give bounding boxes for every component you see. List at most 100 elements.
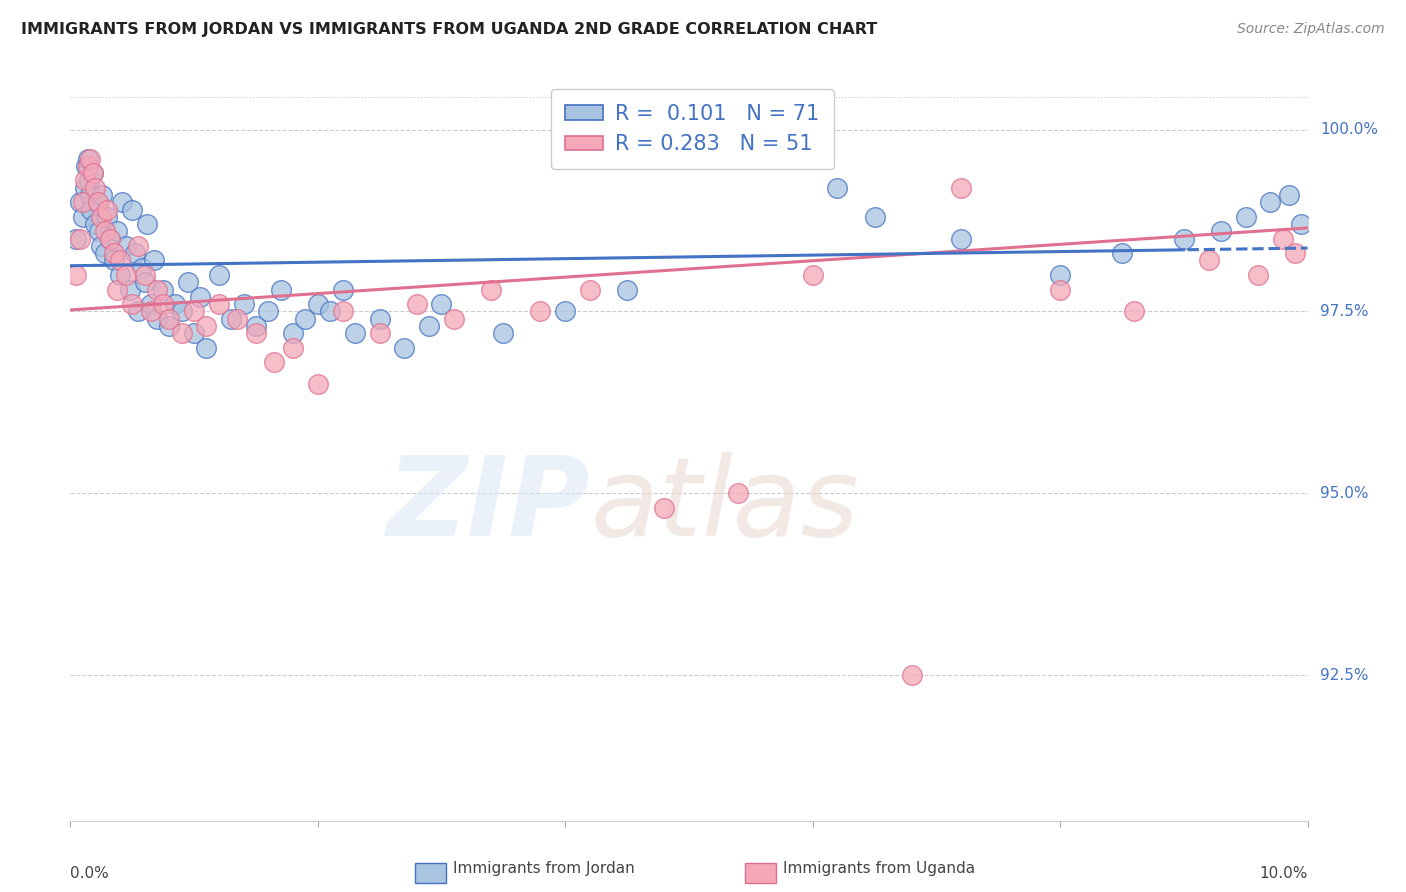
Text: ZIP: ZIP [387,452,591,559]
Point [226,311,249,326]
Point [152,297,174,311]
Point [108,253,131,268]
Point [263,355,285,369]
Point [72,210,94,224]
Text: 10.0%: 10.0% [1260,865,1308,880]
Point [430,297,453,311]
Point [80,202,103,217]
Point [124,246,146,260]
Point [72,195,94,210]
Point [1049,283,1071,297]
Point [418,318,440,333]
Point [1247,268,1270,282]
Point [98,232,121,246]
Point [343,326,366,341]
Point [257,304,280,318]
Point [65,232,87,246]
Point [86,195,108,210]
Point [319,304,342,318]
Point [529,304,551,318]
Point [1271,232,1294,246]
Point [139,297,162,311]
Point [121,297,143,311]
Point [616,283,638,297]
Point [86,195,108,210]
Point [332,304,354,318]
Point [157,318,180,333]
Point [118,283,141,297]
Point [108,268,131,282]
Point [1198,253,1220,268]
Point [87,224,110,238]
Point [111,195,134,210]
Point [368,326,391,341]
Point [105,224,128,238]
Point [121,202,143,217]
Point [103,253,125,268]
Point [368,311,391,326]
Point [1278,188,1301,202]
Point [75,173,97,187]
Text: atlas: atlas [591,452,859,559]
Point [69,232,91,246]
Point [76,152,98,166]
Point [77,173,100,187]
Point [188,290,211,304]
Point [394,341,416,355]
Point [294,311,316,326]
Point [98,232,121,246]
Point [96,210,118,224]
Text: Immigrants from Jordan: Immigrants from Jordan [453,861,634,876]
Point [1049,268,1071,282]
Legend: R =  0.101   N = 71, R = 0.283   N = 51: R = 0.101 N = 71, R = 0.283 N = 51 [551,89,834,169]
Point [281,326,304,341]
Point [90,239,112,253]
Point [183,304,205,318]
Point [134,268,156,282]
Text: 92.5%: 92.5% [1320,667,1368,682]
Point [115,239,138,253]
Point [219,311,242,326]
Point [245,326,267,341]
Point [131,260,153,275]
Text: 0.0%: 0.0% [70,865,110,880]
Point [863,210,886,224]
Point [115,268,138,282]
Point [554,304,576,318]
Point [492,326,515,341]
Point [127,304,149,318]
Point [727,486,749,500]
Point [105,283,128,297]
Point [405,297,427,311]
Point [127,239,149,253]
Point [82,166,104,180]
Point [950,180,973,194]
Point [652,500,675,515]
Point [1260,195,1282,210]
Point [1111,246,1133,260]
Text: IMMIGRANTS FROM JORDAN VS IMMIGRANTS FROM UGANDA 2ND GRADE CORRELATION CHART: IMMIGRANTS FROM JORDAN VS IMMIGRANTS FRO… [21,22,877,37]
Point [281,341,304,355]
Point [270,283,292,297]
Point [79,152,101,166]
Point [146,311,169,326]
Point [307,297,329,311]
Point [1291,217,1313,231]
Point [208,297,231,311]
Text: 97.5%: 97.5% [1320,304,1368,319]
Point [136,217,159,231]
Point [91,188,114,202]
Point [76,159,98,173]
Point [1123,304,1146,318]
Point [75,180,97,194]
Point [103,246,125,260]
Point [1234,210,1257,224]
Point [170,304,193,318]
Point [134,276,156,290]
Point [157,311,180,326]
Point [170,326,193,341]
Point [208,268,231,282]
Point [195,318,218,333]
Point [1209,224,1232,238]
Text: Source: ZipAtlas.com: Source: ZipAtlas.com [1237,22,1385,37]
